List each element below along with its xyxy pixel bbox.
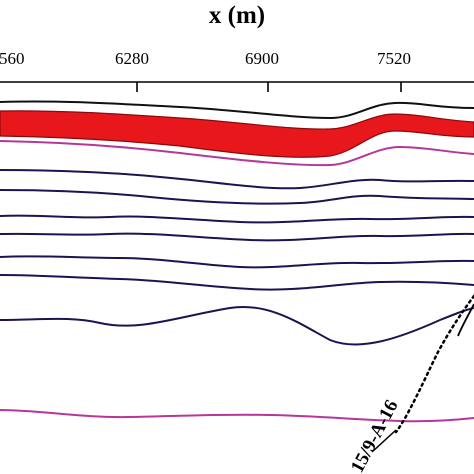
horizon-magenta-upper (0, 140, 474, 167)
horizon-top (0, 100, 474, 120)
horizon-navy (0, 214, 474, 224)
x-tick-label: 7520 (377, 49, 411, 68)
horizon-navy (0, 255, 474, 269)
x-tick-label: 6900 (245, 49, 279, 68)
horizon-navy (0, 232, 474, 242)
x-tick-label: 560 (0, 49, 25, 68)
well-trajectory-solid (457, 303, 474, 337)
x-axis-title: x (m) (208, 2, 266, 29)
x-tick-label: 6280 (115, 49, 149, 68)
well-trajectory (394, 294, 474, 434)
highlighted-layer (0, 110, 474, 158)
horizon-navy (0, 169, 474, 190)
well-label: 15/9-A-16 (347, 397, 403, 474)
horizon-navy-deep (0, 306, 474, 346)
well-leader-line (371, 429, 397, 453)
horizon-magenta-lower (0, 409, 474, 423)
horizon-navy (0, 274, 474, 291)
horizon-navy (0, 189, 474, 205)
